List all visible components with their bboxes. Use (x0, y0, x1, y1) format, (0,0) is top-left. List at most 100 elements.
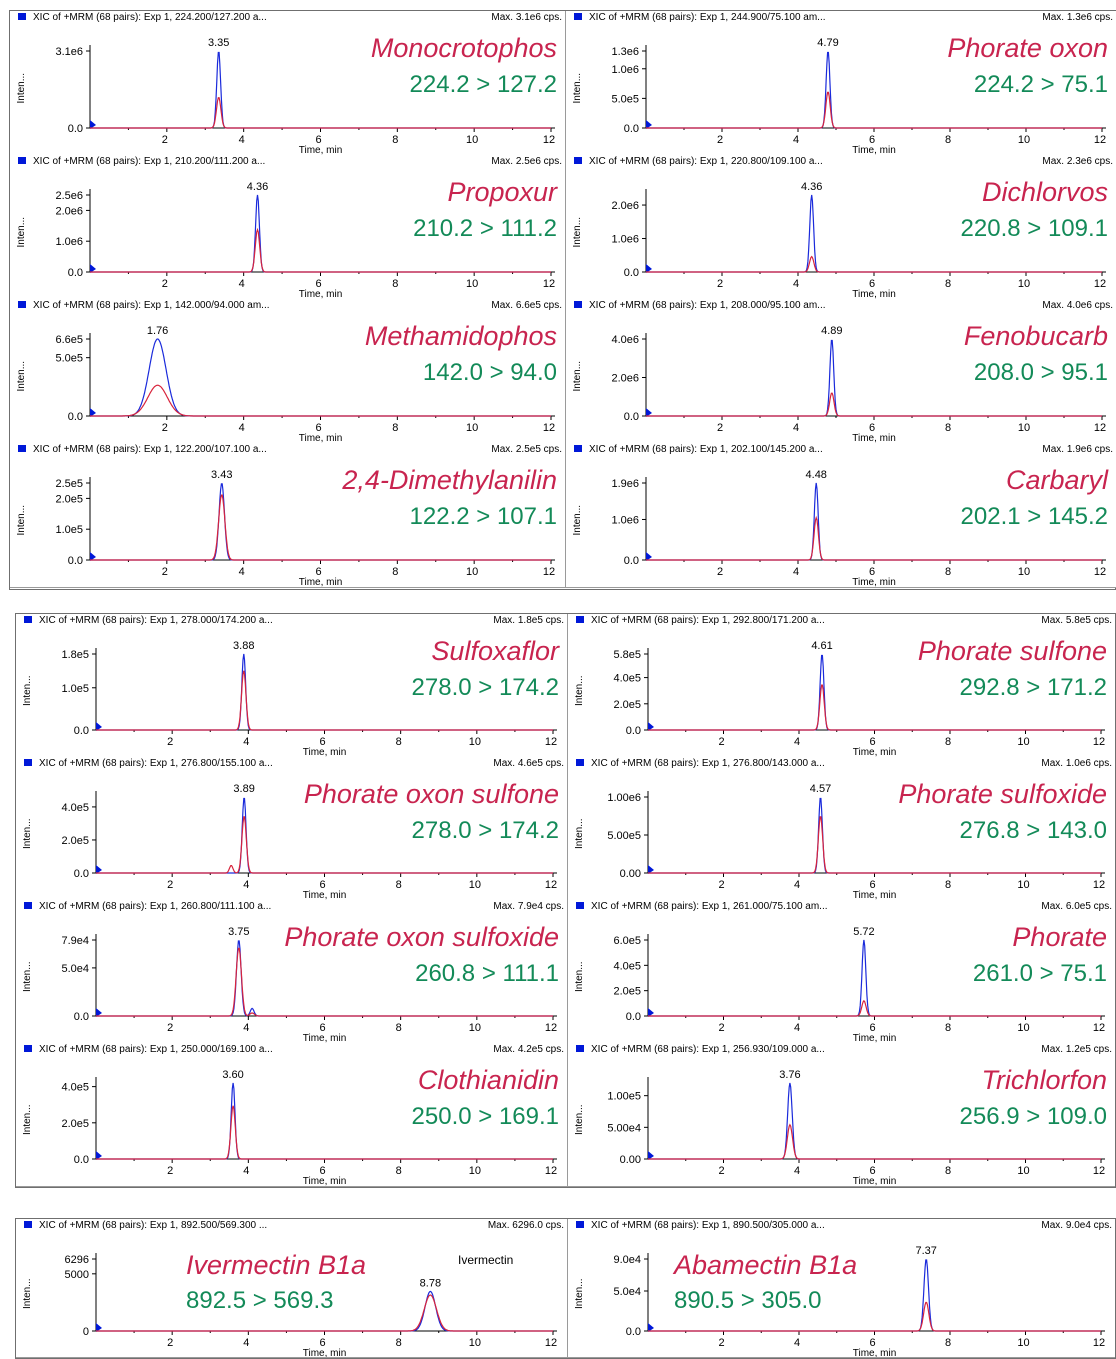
y-tick-label: 2.0e5 (61, 1118, 89, 1130)
mrm-transition: 278.0 > 174.2 (412, 817, 559, 845)
peak-label: 4.61 (811, 640, 832, 652)
chromatogram-panel: XIC of +MRM (68 pairs): Exp 1, 890.500/3… (567, 1219, 1115, 1358)
y-tick-label: 1.00e5 (607, 1091, 641, 1103)
compound-name: Monocrotophos (371, 33, 557, 63)
mrm-transition: 250.0 > 169.1 (412, 1103, 559, 1131)
x-tick-label: 10 (466, 134, 478, 146)
y-tick-label: 5.0e5 (611, 93, 639, 105)
y-tick-label: 2.0e5 (61, 835, 89, 847)
peak-label: 3.76 (779, 1069, 800, 1081)
chromatogram-panel: XIC of +MRM (68 pairs): Exp 1, 224.200/1… (10, 11, 565, 156)
chromatogram-panel: XIC of +MRM (68 pairs): Exp 1, 244.900/7… (565, 11, 1116, 156)
compound-name: Dichlorvos (982, 177, 1108, 207)
x-axis-label: Time, min (852, 145, 896, 155)
peak-label: 3.60 (222, 1069, 243, 1081)
x-tick-label: 2 (718, 879, 724, 891)
y-tick-label: 1.0e5 (55, 524, 83, 536)
x-tick-label: 8 (945, 1337, 951, 1349)
peak-label: 7.37 (916, 1245, 937, 1257)
peak-label: 1.76 (147, 325, 168, 337)
x-tick-label: 12 (543, 422, 555, 434)
x-tick-label: 12 (1094, 566, 1106, 578)
y-tick-label: 4.0e5 (613, 960, 641, 972)
x-tick-label: 12 (1093, 1165, 1105, 1177)
y-tick-label: 6296 (65, 1254, 89, 1266)
x-tick-label: 2 (162, 566, 168, 578)
x-tick-label: 4 (243, 1165, 249, 1177)
x-tick-label: 12 (545, 1022, 557, 1034)
y-tick-label: 5.00e5 (607, 830, 641, 842)
x-tick-label: 10 (1018, 566, 1030, 578)
x-tick-label: 8 (392, 134, 398, 146)
chromatogram-panel: XIC of +MRM (68 pairs): Exp 1, 208.000/9… (565, 299, 1116, 444)
mrm-transition: 224.2 > 127.2 (410, 71, 557, 99)
x-axis-label: Time, min (852, 433, 896, 443)
x-tick-label: 8 (392, 422, 398, 434)
y-tick-label: 2.0e5 (613, 986, 641, 998)
peak-label: 3.88 (233, 640, 254, 652)
x-tick-label: 4 (793, 134, 799, 146)
compound-name: Methamidophos (365, 321, 557, 351)
x-tick-label: 8 (396, 1165, 402, 1177)
x-tick-label: 2 (718, 1337, 724, 1349)
y-tick-label: 4.0e5 (61, 1082, 89, 1094)
x-tick-label: 12 (1094, 134, 1106, 146)
y-tick-label: 1.3e6 (611, 46, 639, 58)
compound-name: Phorate sulfone (918, 636, 1107, 666)
compound-name: Phorate sulfoxide (898, 779, 1107, 809)
y-axis-label: Inten... (16, 505, 27, 536)
chromatogram-panel: XIC of +MRM (68 pairs): Exp 1, 250.000/1… (16, 1043, 567, 1187)
y-tick-label: 2.0e6 (611, 373, 639, 385)
x-tick-label: 12 (1094, 422, 1106, 434)
y-tick-label: 4.0e5 (61, 802, 89, 814)
x-axis-label: Time, min (303, 1176, 347, 1186)
y-tick-label: 0.0 (68, 123, 83, 135)
chromatogram-panel: XIC of +MRM (68 pairs): Exp 1, 276.800/1… (567, 757, 1115, 901)
x-tick-label: 10 (466, 566, 478, 578)
x-tick-label: 8 (396, 879, 402, 891)
y-axis-label: Inten... (574, 675, 585, 706)
x-tick-label: 10 (1018, 422, 1030, 434)
x-tick-label: 4 (794, 1022, 800, 1034)
x-axis-label: Time, min (853, 1176, 897, 1186)
y-tick-label: 6.6e5 (55, 334, 83, 346)
y-tick-label: 0.00 (620, 868, 641, 880)
x-tick-label: 8 (945, 1165, 951, 1177)
series-2-trace (648, 1001, 1101, 1016)
y-tick-label: 1.0e6 (55, 236, 83, 248)
x-tick-label: 12 (543, 278, 555, 290)
chromatogram-panel: XIC of +MRM (68 pairs): Exp 1, 292.800/1… (567, 614, 1115, 758)
x-tick-label: 4 (239, 134, 245, 146)
x-tick-label: 12 (1093, 1022, 1105, 1034)
y-tick-label: 1.0e5 (61, 683, 89, 695)
peak-label: 4.79 (817, 37, 838, 49)
y-axis-label: Inten... (574, 1278, 585, 1309)
mrm-transition: 224.2 > 75.1 (974, 71, 1108, 99)
x-tick-label: 2 (717, 422, 723, 434)
x-tick-label: 10 (1017, 736, 1029, 748)
x-tick-label: 8 (392, 278, 398, 290)
x-tick-label: 10 (1017, 1022, 1029, 1034)
x-tick-label: 4 (793, 566, 799, 578)
y-axis-label: Inten... (16, 217, 27, 248)
compound-name: Phorate oxon (947, 33, 1108, 63)
y-axis-label: Inten... (572, 73, 583, 104)
y-axis-label: Inten... (16, 361, 27, 392)
y-tick-label: 0.0 (68, 555, 83, 567)
series-2-trace (646, 393, 1102, 416)
peak-label: 4.48 (806, 469, 827, 481)
x-tick-label: 10 (1018, 134, 1030, 146)
mrm-transition: 276.8 > 143.0 (960, 817, 1107, 845)
x-tick-label: 8 (396, 736, 402, 748)
x-tick-label: 12 (545, 1337, 557, 1349)
chromatogram-panel: XIC of +MRM (68 pairs): Exp 1, 276.800/1… (16, 757, 567, 901)
y-tick-label: 0.0 (624, 555, 639, 567)
x-axis-label: Time, min (303, 1033, 347, 1043)
chromatogram-svg: Inten...9.0e45.0e40.02 4 6 8 10 12Time, min7.… (568, 1219, 1115, 1357)
mrm-transition: 202.1 > 145.2 (961, 503, 1108, 531)
x-tick-label: 8 (392, 566, 398, 578)
series-2-trace (646, 257, 1102, 272)
mrm-transition: 208.0 > 95.1 (974, 359, 1108, 387)
y-tick-label: 0.0 (68, 267, 83, 279)
mrm-transition: 220.8 > 109.1 (961, 215, 1108, 243)
